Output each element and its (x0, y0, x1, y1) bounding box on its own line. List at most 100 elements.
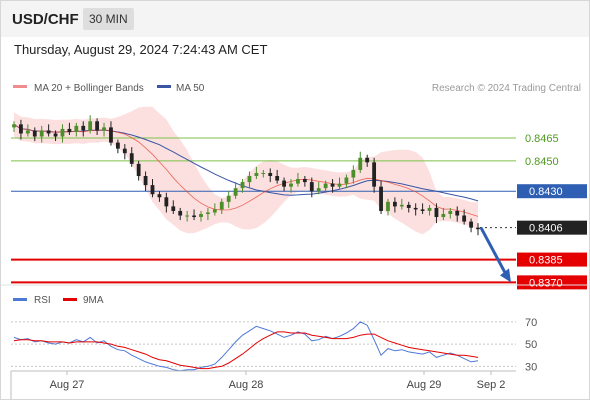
candle-body (122, 148, 127, 154)
candle-body (219, 201, 224, 210)
candle-body (25, 130, 30, 134)
candle-body (53, 133, 58, 137)
level-label-1: 0.8450 (525, 156, 559, 168)
candle-body (282, 180, 286, 187)
candle-body (19, 124, 23, 134)
candle-body (289, 183, 293, 187)
candle-body (143, 176, 148, 186)
x-tick-label-1: Aug 28 (229, 379, 264, 391)
candle-body (302, 179, 307, 183)
bollinger-band (14, 106, 478, 235)
candle-body (379, 186, 383, 211)
candle-body (413, 207, 418, 210)
candle-body (309, 182, 314, 192)
candle-body (136, 163, 141, 177)
candle-body (476, 227, 480, 230)
candle-body (95, 121, 100, 131)
rsi-tick-50: 50 (525, 339, 537, 351)
candle-body (212, 209, 217, 213)
candle-body (462, 215, 467, 222)
candle-body (275, 176, 280, 181)
candle-body (60, 128, 65, 137)
candle-body (386, 201, 390, 211)
candle-body (46, 130, 51, 134)
legend-9ma-label: 9MA (83, 295, 104, 306)
legend-ma50-swatch (157, 85, 171, 88)
candle-body (316, 188, 321, 192)
level-tag-2 (517, 184, 587, 199)
candle-body (337, 183, 342, 187)
candle-body (434, 207, 439, 218)
candle-body (261, 172, 266, 174)
ma20-line (13, 123, 479, 217)
x-tick-label-2: Aug 29 (407, 379, 442, 391)
candle-body (39, 130, 44, 137)
candle-body (399, 204, 404, 207)
candle-body (115, 142, 120, 149)
candle-body (469, 221, 473, 228)
level-tag-3 (517, 220, 587, 235)
candle-body (427, 207, 432, 211)
candle-body (185, 215, 190, 217)
level-label-3: 0.8406 (529, 223, 563, 235)
candle-body (171, 206, 176, 211)
candle-body (109, 127, 113, 143)
legend-ma20-label: MA 20 + Bollinger Bands (34, 83, 144, 94)
legend-ma50-label: MA 50 (176, 83, 205, 94)
forecast-arrow-head (500, 268, 511, 283)
candle-body (406, 204, 411, 208)
candle-body (344, 177, 349, 184)
symbol-title: USD/CHF (12, 11, 79, 28)
candle-body (102, 127, 106, 131)
candle-body (441, 213, 446, 218)
candle-body (448, 210, 453, 214)
rsi-ma-line (13, 331, 479, 370)
rsi-tick-30: 30 (525, 361, 537, 373)
candle-body (296, 179, 300, 184)
candle-body (254, 172, 259, 177)
candle-body (226, 195, 231, 202)
candle-body (206, 212, 210, 214)
candle-body (392, 201, 397, 207)
legend-rsi-label: RSI (34, 295, 51, 306)
candle-body (88, 121, 93, 131)
candle-body (192, 215, 196, 218)
x-tick-label-3: Sep 2 (477, 379, 506, 391)
level-label-0: 0.8465 (525, 133, 559, 145)
header-bar: USD/CHF 30 MIN (1, 1, 589, 37)
candle-body (240, 182, 245, 189)
candle-body (372, 162, 377, 187)
level-tag-4 (517, 252, 587, 267)
candle-body (330, 183, 335, 187)
forecast-arrow-shaft (479, 226, 509, 278)
candle-body (32, 130, 37, 137)
candle-body (351, 169, 356, 178)
timeframe-button[interactable]: 30 MIN (83, 8, 134, 30)
legend-ma20-swatch (13, 85, 27, 88)
level-label-2: 0.8430 (529, 186, 563, 198)
legend-rsi-swatch (13, 298, 27, 301)
legend-9ma-swatch (63, 298, 77, 301)
candle-body (420, 209, 425, 211)
watermark-text: Research © 2024 Trading Central (432, 83, 581, 94)
candle-body (67, 128, 72, 132)
candle-body (455, 210, 460, 216)
candle-body (81, 125, 86, 131)
candle-body (199, 213, 203, 218)
candle-body (233, 188, 238, 196)
candle-body (164, 197, 169, 207)
timestamp-text: Thursday, August 29, 2024 7:24:43 AM CET (14, 42, 268, 57)
candle-body (150, 185, 155, 195)
candle-body (247, 176, 252, 183)
candle-body (74, 125, 79, 132)
candle-body (268, 172, 273, 177)
candle-body (157, 194, 162, 198)
level-label-4: 0.8385 (529, 255, 563, 267)
level-label-5: 0.8370 (529, 277, 563, 289)
candle-body (12, 124, 16, 128)
candle-body (178, 210, 183, 216)
rsi-tick-70: 70 (525, 317, 537, 329)
candle-body (323, 183, 328, 189)
